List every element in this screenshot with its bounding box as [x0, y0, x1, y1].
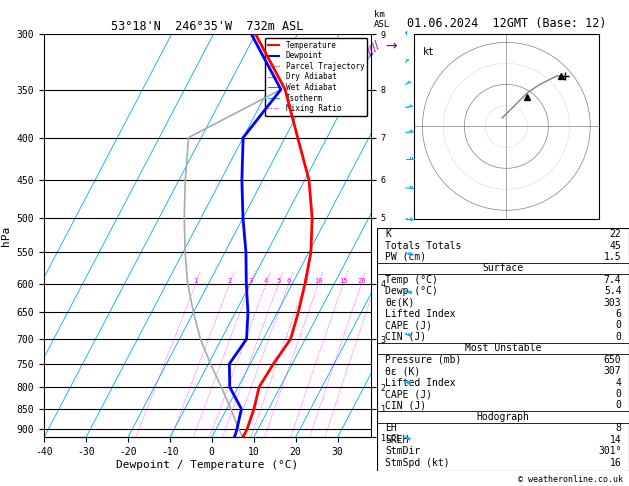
Text: 14: 14: [610, 434, 621, 445]
Text: km
ASL: km ASL: [374, 10, 391, 29]
Text: CIN (J): CIN (J): [385, 400, 426, 411]
Text: 0: 0: [616, 389, 621, 399]
Text: 22: 22: [610, 229, 621, 239]
Text: 6: 6: [287, 278, 291, 283]
Text: 5.4: 5.4: [604, 286, 621, 296]
Text: Totals Totals: Totals Totals: [385, 241, 461, 251]
Text: 3: 3: [248, 278, 253, 283]
Text: 6: 6: [616, 309, 621, 319]
Text: kt: kt: [423, 47, 434, 56]
Text: 301°: 301°: [598, 446, 621, 456]
Title: 53°18'N  246°35'W  732m ASL: 53°18'N 246°35'W 732m ASL: [111, 20, 304, 33]
Text: StmSpd (kt): StmSpd (kt): [385, 457, 450, 468]
Text: 4: 4: [264, 278, 269, 283]
Text: 8: 8: [303, 278, 308, 283]
Text: 650: 650: [604, 355, 621, 365]
Text: EH: EH: [385, 423, 397, 434]
Text: Temp (°C): Temp (°C): [385, 275, 438, 285]
Y-axis label: hPa: hPa: [1, 226, 11, 246]
Text: Lifted Index: Lifted Index: [385, 378, 455, 388]
Text: 0: 0: [616, 320, 621, 330]
Text: 7.4: 7.4: [604, 275, 621, 285]
Text: 01.06.2024  12GMT (Base: 12): 01.06.2024 12GMT (Base: 12): [406, 17, 606, 30]
Text: 0: 0: [616, 400, 621, 411]
Text: CIN (J): CIN (J): [385, 332, 426, 342]
Text: StmDir: StmDir: [385, 446, 420, 456]
Text: Surface: Surface: [482, 263, 524, 274]
Text: 45: 45: [610, 241, 621, 251]
Text: 1: 1: [194, 278, 198, 283]
Text: CAPE (J): CAPE (J): [385, 389, 432, 399]
Text: 303: 303: [604, 297, 621, 308]
Text: SREH: SREH: [385, 434, 408, 445]
Text: CAPE (J): CAPE (J): [385, 320, 432, 330]
Text: PW (cm): PW (cm): [385, 252, 426, 262]
Text: Hodograph: Hodograph: [477, 412, 530, 422]
Text: 20: 20: [357, 278, 365, 283]
Text: Pressure (mb): Pressure (mb): [385, 355, 461, 365]
Text: 1.5: 1.5: [604, 252, 621, 262]
Text: 15: 15: [339, 278, 347, 283]
Text: 4: 4: [616, 378, 621, 388]
Text: 2: 2: [228, 278, 232, 283]
Text: 5: 5: [276, 278, 281, 283]
Text: K: K: [385, 229, 391, 239]
Text: 8: 8: [616, 423, 621, 434]
Text: Lifted Index: Lifted Index: [385, 309, 455, 319]
Text: Dewp (°C): Dewp (°C): [385, 286, 438, 296]
Text: θε (K): θε (K): [385, 366, 420, 376]
X-axis label: Dewpoint / Temperature (°C): Dewpoint / Temperature (°C): [116, 460, 299, 470]
Text: ////: ////: [365, 40, 383, 57]
Text: 10: 10: [314, 278, 323, 283]
Text: →: →: [385, 39, 396, 53]
Text: Most Unstable: Most Unstable: [465, 343, 542, 353]
Legend: Temperature, Dewpoint, Parcel Trajectory, Dry Adiabat, Wet Adiabat, Isotherm, Mi: Temperature, Dewpoint, Parcel Trajectory…: [265, 38, 367, 116]
Text: © weatheronline.co.uk: © weatheronline.co.uk: [518, 474, 623, 484]
Text: 0: 0: [616, 332, 621, 342]
Text: 16: 16: [610, 457, 621, 468]
Text: 307: 307: [604, 366, 621, 376]
Text: θε(K): θε(K): [385, 297, 415, 308]
